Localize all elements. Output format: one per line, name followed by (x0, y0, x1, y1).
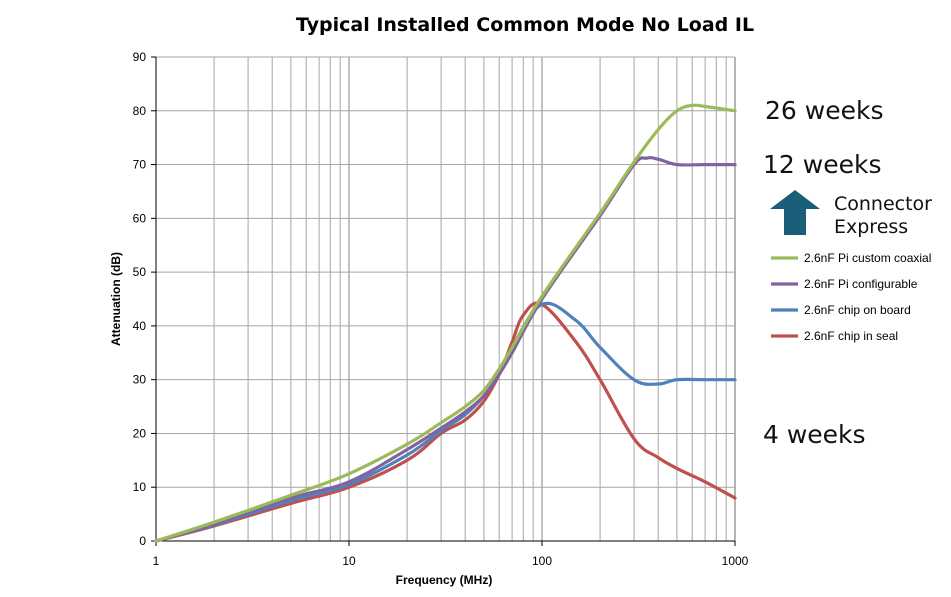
y-tick-label: 0 (139, 534, 146, 548)
x-tick-label: 1 (153, 554, 160, 568)
x-axis-label: Frequency (MHz) (396, 573, 493, 587)
y-tick-label: 10 (133, 480, 147, 494)
annotation-26-weeks: 26 weeks (765, 96, 883, 125)
y-axis-label: Attenuation (dB) (109, 252, 123, 346)
series-line-2-6nf-pi-configurable (156, 158, 735, 541)
legend-label-2-6nf-pi-custom-coaxial: 2.6nF Pi custom coaxial (804, 251, 931, 265)
y-tick-label: 60 (133, 211, 147, 225)
x-tick-label: 10 (342, 554, 356, 568)
series-line-2-6nf-chip-on-board (156, 303, 735, 541)
y-tick-label: 50 (133, 265, 147, 279)
y-tick-label: 90 (133, 50, 147, 64)
axes (151, 57, 735, 546)
grid (156, 57, 735, 541)
x-tick-label: 1000 (722, 554, 749, 568)
y-tick-label: 20 (133, 426, 147, 440)
series-line-2-6nf-chip-in-seal (156, 303, 735, 541)
legend-label-2-6nf-chip-on-board: 2.6nF chip on board (804, 303, 911, 317)
legend-label-2-6nf-chip-in-seal: 2.6nF chip in seal (804, 329, 898, 343)
y-tick-label: 80 (133, 104, 147, 118)
annotation-12-weeks: 12 weeks (763, 150, 881, 179)
series-line-2-6nf-pi-custom-coaxial (156, 105, 735, 541)
x-tick-label: 100 (532, 554, 552, 568)
y-tick-label: 70 (133, 158, 147, 172)
series-lines (156, 105, 735, 541)
annotation-connector: Connector (834, 193, 932, 215)
legend-label-2-6nf-pi-configurable: 2.6nF Pi configurable (804, 277, 918, 291)
y-tick-label: 30 (133, 373, 147, 387)
y-tick-label: 40 (133, 319, 147, 333)
chart-title: Typical Installed Common Mode No Load IL (296, 14, 754, 36)
legend: 2.6nF Pi custom coaxial 2.6nF Pi configur… (771, 251, 931, 343)
annotation-express: Express (834, 216, 908, 238)
annotation-4-weeks: 4 weeks (763, 420, 866, 449)
up-arrow-icon (770, 190, 820, 235)
